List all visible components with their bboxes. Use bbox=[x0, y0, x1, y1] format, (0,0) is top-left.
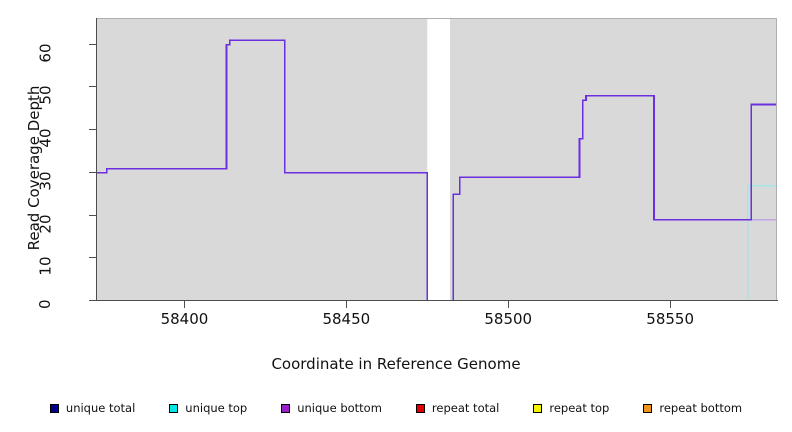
legend-label: repeat bottom bbox=[659, 401, 743, 415]
y-tick bbox=[89, 300, 96, 301]
coverage-gap-region bbox=[427, 19, 450, 300]
legend-item[interactable]: repeat total bbox=[415, 401, 500, 415]
x-tick bbox=[508, 301, 510, 308]
y-tick bbox=[89, 171, 96, 173]
series-unique-top bbox=[747, 184, 776, 300]
x-tick-label: 58550 bbox=[646, 310, 694, 328]
legend-item[interactable]: unique bottom bbox=[281, 401, 382, 415]
legend-label: repeat total bbox=[431, 401, 500, 415]
legend-label: unique bottom bbox=[297, 401, 382, 415]
x-tick bbox=[184, 301, 186, 308]
legend-swatch-icon bbox=[415, 403, 425, 413]
y-tick bbox=[89, 257, 96, 259]
legend-item[interactable]: repeat top bbox=[533, 401, 609, 415]
y-tick-label: 0 bbox=[36, 299, 55, 310]
x-tick-label: 58500 bbox=[484, 310, 533, 328]
legend-item[interactable]: repeat bottom bbox=[643, 401, 742, 415]
x-tick bbox=[670, 301, 672, 308]
y-tick bbox=[89, 86, 96, 88]
legend-swatch-icon bbox=[533, 403, 543, 413]
x-tick-label: 58400 bbox=[160, 310, 209, 328]
legend-label: unique total bbox=[65, 401, 136, 415]
legend-item[interactable]: unique top bbox=[169, 401, 247, 415]
legend-item[interactable]: unique total bbox=[49, 401, 136, 415]
y-axis-line bbox=[96, 18, 97, 301]
chart-legend: unique total unique top unique bottom repea… bbox=[0, 398, 792, 418]
series-unique-bottom bbox=[97, 39, 776, 300]
legend-label: repeat top bbox=[549, 401, 610, 415]
y-tick bbox=[89, 214, 96, 216]
plot-panel bbox=[97, 18, 777, 300]
x-axis-line bbox=[97, 300, 778, 301]
x-tick-label: 58450 bbox=[322, 310, 371, 328]
x-tick bbox=[346, 301, 348, 308]
legend-swatch-icon bbox=[643, 403, 653, 413]
legend-swatch-icon bbox=[169, 403, 179, 413]
x-axis-title: Coordinate in Reference Genome bbox=[271, 355, 521, 373]
legend-swatch-icon bbox=[281, 403, 291, 413]
y-tick bbox=[89, 43, 96, 45]
plot-area bbox=[97, 19, 776, 300]
y-axis-title: Read Coverage Depth bbox=[25, 85, 43, 251]
legend-label: unique top bbox=[185, 401, 248, 415]
y-tick bbox=[89, 129, 96, 131]
legend-swatch-icon bbox=[49, 403, 59, 413]
